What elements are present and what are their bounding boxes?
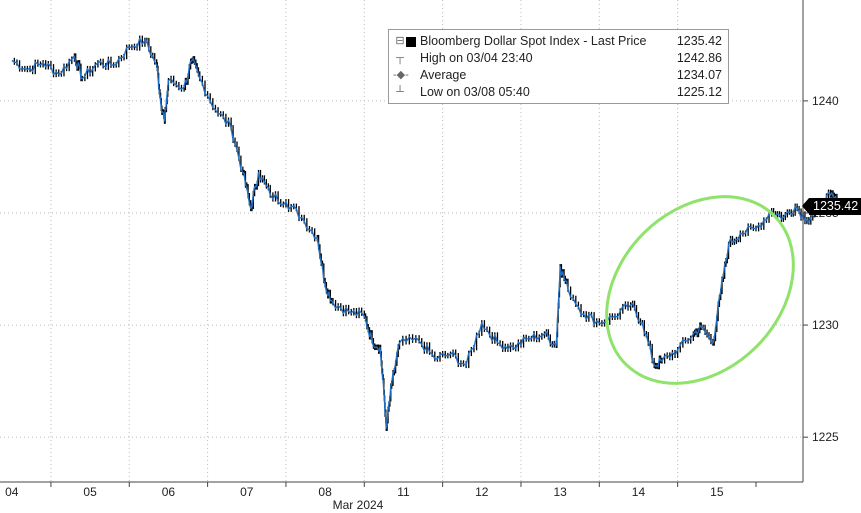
legend-average-label: Average — [420, 68, 467, 82]
x-tick-label: 15 — [710, 485, 724, 499]
legend-low-label: Low on 03/08 05:40 — [420, 85, 530, 99]
legend-average-value: 1234.07 — [676, 68, 722, 82]
legend-row-low: ┴ Low on 03/08 05:40 1225.12 — [389, 84, 728, 101]
x-tick-label: 08 — [318, 485, 332, 499]
price-line — [11, 37, 839, 429]
y-tick-label: 1225 — [812, 430, 839, 444]
x-tick-label: 05 — [83, 485, 97, 499]
legend-row-average: -◆- Average 1234.07 — [389, 67, 728, 84]
y-tick-label: 1240 — [812, 94, 839, 108]
highlight-ellipse — [605, 195, 795, 385]
x-tick-label: 13 — [553, 485, 567, 499]
x-tick-label: 11 — [397, 485, 410, 499]
y-axis: 1225123012351240 — [803, 94, 839, 444]
legend-low-value: 1225.12 — [676, 85, 722, 99]
legend-row-high: ┬ High on 03/04 23:40 1242.86 — [389, 50, 728, 67]
collapse-icon: ⊟ — [395, 35, 405, 47]
series-swatch — [406, 37, 416, 47]
x-axis-sublabel: Mar 2024 — [333, 498, 384, 512]
legend-series-value: 1235.42 — [676, 34, 722, 48]
high-marker-icon: ┬ — [396, 52, 404, 64]
legend-high-label: High on 03/04 23:40 — [420, 51, 533, 65]
average-marker-icon: -◆- — [393, 69, 409, 81]
legend: ⊟ Bloomberg Dollar Spot Index - Last Pri… — [388, 29, 729, 104]
legend-row-series: ⊟ Bloomberg Dollar Spot Index - Last Pri… — [389, 33, 728, 50]
x-tick-label: 14 — [632, 485, 646, 499]
last-price-tag: 1235.42 — [801, 198, 861, 215]
low-marker-icon: ┴ — [396, 86, 404, 98]
legend-high-value: 1242.86 — [676, 51, 722, 65]
x-axis: 04 05 06 07 08 11 12 13 14 15 — [5, 482, 757, 499]
legend-series-label: Bloomberg Dollar Spot Index - Last Price — [420, 34, 647, 48]
x-tick-label: 04 — [5, 485, 19, 499]
x-tick-label: 07 — [240, 485, 254, 499]
x-tick-label: 06 — [162, 485, 176, 499]
y-tick-label: 1230 — [812, 318, 839, 332]
x-tick-label: 12 — [475, 485, 489, 499]
